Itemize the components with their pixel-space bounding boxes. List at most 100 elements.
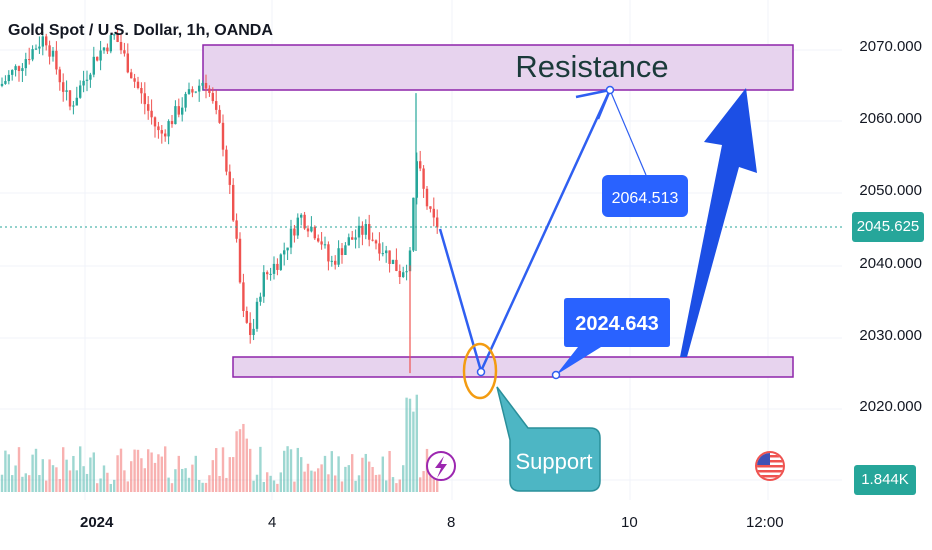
candle-body bbox=[68, 90, 72, 107]
candle-body bbox=[255, 301, 259, 329]
volume-bar bbox=[85, 473, 89, 492]
candle-body bbox=[378, 243, 381, 254]
candle-body bbox=[102, 47, 106, 51]
candle-body bbox=[150, 110, 153, 118]
candle-body bbox=[48, 45, 51, 57]
volume-bar bbox=[320, 464, 323, 492]
volume-bar bbox=[68, 470, 72, 492]
volume-bar bbox=[429, 472, 432, 492]
price-tick: 2070.000 bbox=[859, 38, 922, 55]
candle-body bbox=[340, 248, 344, 256]
volume-bar bbox=[102, 465, 106, 492]
candle-body bbox=[153, 117, 157, 127]
volume-bar bbox=[283, 450, 286, 492]
candle-body bbox=[317, 238, 320, 242]
candle-body bbox=[344, 245, 347, 256]
volume-bar bbox=[361, 457, 364, 492]
chart-title: Gold Spot / U.S. Dollar, 1h, OANDA bbox=[8, 22, 273, 39]
volume-bar bbox=[208, 475, 211, 492]
volume-bar bbox=[187, 477, 191, 492]
candle-body bbox=[170, 121, 174, 125]
candle-body bbox=[279, 254, 282, 270]
volume-bar bbox=[221, 447, 225, 492]
candle-body bbox=[422, 168, 425, 189]
volume-bars bbox=[0, 394, 439, 492]
candle-body bbox=[0, 83, 4, 86]
candle-body bbox=[147, 104, 150, 111]
candle-body bbox=[89, 74, 92, 80]
volume-bar bbox=[170, 483, 174, 492]
volume-bar bbox=[211, 460, 214, 492]
candle-body bbox=[320, 241, 323, 245]
candle-body bbox=[419, 161, 422, 169]
candle-body bbox=[303, 214, 306, 229]
candle-body bbox=[211, 92, 214, 102]
price-tick: 2040.000 bbox=[859, 255, 922, 272]
volume-bar bbox=[395, 483, 398, 492]
volume-bar bbox=[300, 457, 303, 492]
volume-bar bbox=[62, 447, 65, 492]
volume-bar bbox=[204, 482, 208, 492]
candle-body bbox=[276, 263, 279, 270]
candle-body bbox=[119, 41, 123, 51]
volume-bar bbox=[7, 454, 10, 492]
candle-body bbox=[391, 259, 395, 264]
candle-body bbox=[55, 50, 58, 70]
volume-bar bbox=[147, 449, 150, 492]
volume-bar bbox=[123, 470, 126, 492]
candle-body bbox=[11, 70, 14, 75]
price-tick: 2050.000 bbox=[859, 182, 922, 199]
candle-body bbox=[51, 50, 55, 57]
volume-bar bbox=[262, 482, 265, 492]
volume-bar bbox=[109, 483, 112, 492]
time-tick: 2024 bbox=[80, 514, 114, 531]
arrow-head-small bbox=[575, 88, 613, 120]
volume-bar bbox=[119, 448, 123, 492]
candle-body bbox=[181, 107, 184, 115]
volume-bar bbox=[289, 449, 293, 492]
volume-bar bbox=[24, 473, 27, 492]
time-tick: 12:00 bbox=[746, 514, 784, 531]
candle-body bbox=[337, 248, 340, 265]
volume-bar bbox=[334, 475, 337, 492]
volume-bar bbox=[99, 478, 102, 492]
candle-body bbox=[296, 217, 299, 236]
candle-body bbox=[364, 224, 367, 235]
volume-bar bbox=[34, 448, 38, 492]
price-tick: 2020.000 bbox=[859, 398, 922, 415]
candle-body bbox=[4, 81, 7, 84]
time-tick: 10 bbox=[621, 514, 638, 531]
time-tick: 4 bbox=[268, 514, 277, 531]
volume-bar bbox=[344, 466, 347, 492]
candle-body bbox=[289, 228, 293, 248]
candle-body bbox=[232, 184, 235, 221]
candle-body bbox=[266, 272, 269, 275]
candle-body bbox=[92, 56, 95, 75]
volume-bar bbox=[374, 474, 378, 492]
volume-bar bbox=[157, 454, 160, 492]
candle-body bbox=[249, 322, 252, 335]
volume-bar bbox=[48, 459, 51, 492]
target-leader-line bbox=[609, 89, 647, 176]
candle-body bbox=[388, 250, 391, 264]
volume-bar bbox=[351, 454, 354, 492]
candle-body bbox=[354, 237, 357, 240]
volume-bar bbox=[313, 471, 316, 492]
volume-bar bbox=[82, 466, 85, 492]
lightning-icon[interactable] bbox=[426, 451, 456, 481]
candle-body bbox=[262, 272, 265, 297]
candle-body bbox=[259, 296, 262, 302]
support-price-point bbox=[551, 370, 561, 380]
volume-bar bbox=[252, 480, 255, 492]
support-label: Support bbox=[515, 449, 592, 474]
candle-body bbox=[432, 208, 435, 218]
candle-body bbox=[204, 82, 208, 89]
us-flag-icon[interactable] bbox=[755, 451, 785, 481]
candle-body bbox=[215, 101, 218, 110]
candle-body bbox=[14, 66, 17, 71]
candle-body bbox=[31, 49, 34, 60]
candle-body bbox=[357, 225, 361, 238]
volume-bar bbox=[323, 455, 327, 492]
volume-bar bbox=[415, 394, 418, 492]
